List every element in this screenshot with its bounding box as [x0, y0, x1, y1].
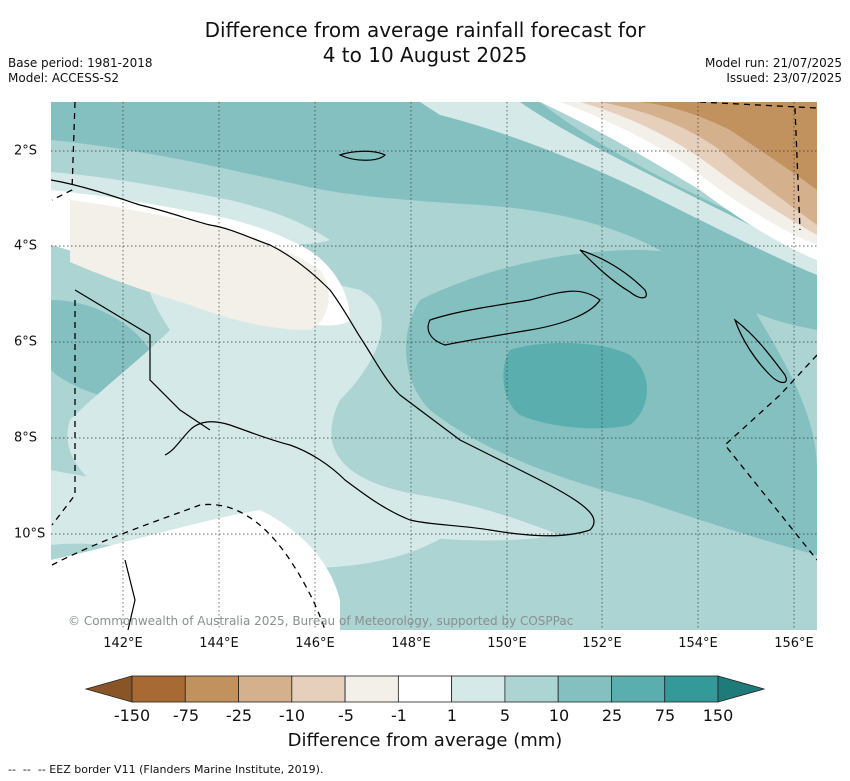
colorbar-segments [84, 675, 766, 703]
y-tick-2s: 2°S [14, 143, 38, 159]
x-tick-154: 154°E [678, 636, 718, 651]
colorbar-label: 10 [548, 706, 570, 725]
fill-25-75 [503, 343, 647, 429]
colorbar-title: Difference from average (mm) [287, 730, 563, 751]
bougainville [733, 318, 787, 384]
new-britain [427, 290, 601, 346]
x-tick-142: 142°E [103, 636, 143, 651]
y-tick-10s: 10°S [14, 526, 46, 542]
fill-10-25-north [51, 102, 817, 330]
png-mainland-coast [164, 339, 595, 537]
colorbar-label: 75 [654, 706, 676, 725]
colorbar-segment [184, 675, 239, 703]
issued-date: Issued: 23/07/2025 [726, 71, 842, 85]
colorbar-label: -150 [113, 706, 151, 725]
x-tick-144: 144°E [199, 636, 239, 651]
cape-york [124, 559, 136, 630]
colorbar-label: -10 [278, 706, 306, 725]
fill-1-5-center [67, 255, 560, 541]
colorbar-label: 150 [702, 706, 734, 725]
y-tick-6s: 6°S [14, 334, 38, 350]
fill-dry-severe-northeast [640, 102, 817, 190]
eez-legend: -- -- -- EEZ border V11 (Flanders Marine… [8, 763, 323, 776]
colorbar-label: -1 [391, 706, 407, 725]
colorbar-extend-low [84, 675, 133, 703]
x-tick-152: 152°E [582, 636, 622, 651]
colorbar-segment [451, 675, 506, 703]
x-tick-148: 148°E [391, 636, 431, 651]
colorbar-segment [611, 675, 666, 703]
model-info: Base period: 1981-2018 Model: ACCESS-S2 [8, 56, 153, 86]
colorbar-label: -25 [225, 706, 253, 725]
title-line-1: Difference from average rainfall forecas… [204, 18, 646, 42]
eez-legend-text: -- EEZ border V11 (Flanders Marine Insti… [37, 763, 324, 776]
colorbar-segment [238, 675, 293, 703]
x-tick-146: 146°E [295, 636, 335, 651]
colorbar-label: 25 [601, 706, 623, 725]
manus-island [338, 150, 387, 161]
new-ireland [579, 249, 647, 299]
colorbar-label: 5 [499, 706, 511, 725]
fill-1-5-north-strip [51, 172, 330, 245]
fill-neutral-south [51, 510, 340, 630]
model-run: Model run: 21/07/2025 [704, 56, 842, 70]
colorbar-segment [664, 675, 719, 703]
colorbar-label: -5 [338, 706, 354, 725]
title-line-2: 4 to 10 August 2025 [322, 43, 528, 67]
colorbar-extend-high [717, 675, 766, 703]
eez-borders [51, 102, 817, 630]
x-tick-156: 156°E [774, 636, 814, 651]
fill-dry-light-west [70, 200, 329, 330]
copyright-notice: © Commonwealth of Australia 2025, Bureau… [68, 614, 574, 628]
model-name: Model: ACCESS-S2 [8, 71, 120, 85]
x-tick-150: 150°E [487, 636, 527, 651]
colorbar-segment [344, 675, 399, 703]
eez-dash-glyph: -- -- [8, 763, 38, 776]
rainfall-map [51, 102, 817, 630]
coastlines [51, 150, 787, 630]
colorbar-label: -75 [172, 706, 200, 725]
colorbar-segment [291, 675, 346, 703]
base-period: Base period: 1981-2018 [8, 56, 153, 70]
y-tick-4s: 4°S [14, 238, 38, 254]
colorbar-segment [557, 675, 612, 703]
graticule [51, 102, 817, 630]
run-info: Model run: 21/07/2025 Issued: 23/07/2025 [705, 56, 842, 86]
colorbar-segment [131, 675, 186, 703]
colorbar-segment [397, 675, 453, 703]
chart-title: Difference from average rainfall forecas… [0, 18, 850, 68]
colorbar-segment [504, 675, 559, 703]
fill-1-5-northeast [420, 102, 817, 275]
colorbar-label: 1 [446, 706, 458, 725]
y-tick-8s: 8°S [14, 430, 38, 446]
western-border [74, 289, 211, 431]
colorbar [84, 675, 766, 703]
new-guinea-north-coast [51, 179, 363, 341]
